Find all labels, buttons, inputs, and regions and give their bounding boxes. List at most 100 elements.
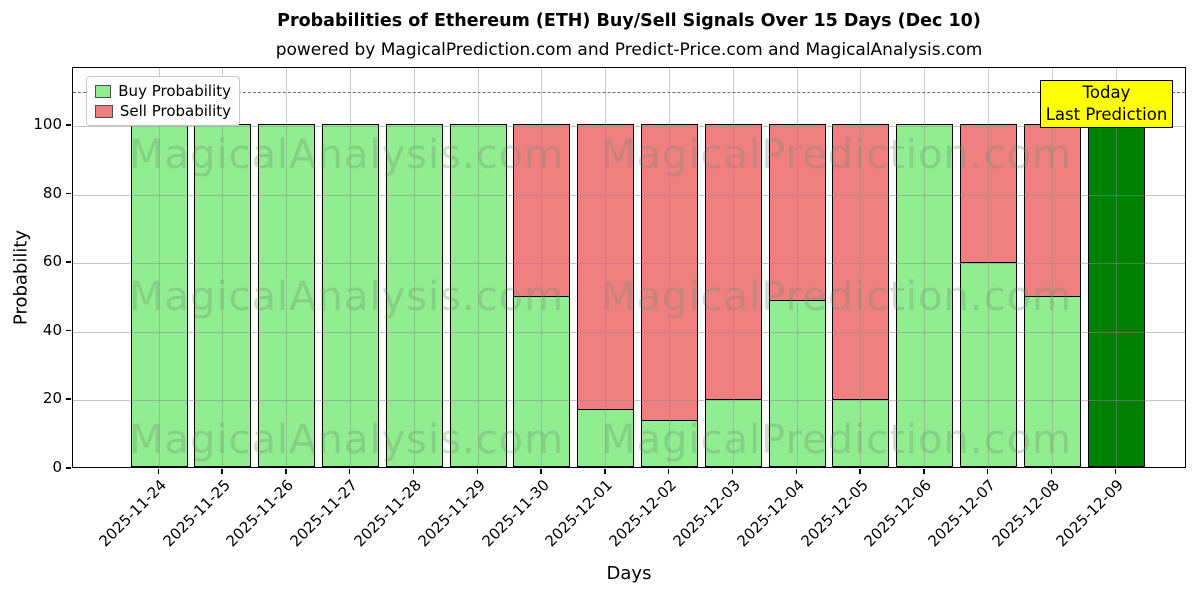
buy-bar-segment bbox=[768, 298, 826, 467]
v-gridline bbox=[286, 68, 288, 467]
buy-bar-segment bbox=[194, 124, 252, 467]
x-tick-label-text: 2025-11-24 bbox=[95, 476, 170, 551]
y-tick bbox=[66, 192, 71, 195]
buy-bar-segment bbox=[130, 124, 188, 467]
x-tick-label-text: 2025-11-29 bbox=[414, 476, 489, 551]
x-tick-label-text: 2025-11-27 bbox=[286, 476, 362, 551]
y-tick-label: 100 bbox=[33, 115, 62, 133]
sell-bar-segment bbox=[1023, 124, 1081, 298]
h-gridline bbox=[73, 126, 1185, 127]
x-tick-label-text: 2025-11-28 bbox=[350, 476, 425, 551]
x-tick bbox=[1050, 469, 1053, 474]
h-gridline bbox=[73, 263, 1185, 265]
v-gridline bbox=[605, 68, 607, 467]
buy-bar-segment bbox=[832, 398, 890, 467]
v-gridline bbox=[349, 68, 351, 467]
v-gridline bbox=[222, 68, 224, 467]
y-tick-label: 20 bbox=[42, 389, 62, 408]
watermark-text: MagicalPrediction.com bbox=[601, 132, 1072, 178]
v-gridline bbox=[987, 68, 989, 467]
h-gridline bbox=[73, 194, 1185, 196]
x-tick-label-text: 2025-12-06 bbox=[860, 476, 936, 551]
y-tick-label: 0 bbox=[52, 458, 62, 476]
sell-bar-segment bbox=[959, 124, 1017, 263]
dashed-threshold-line bbox=[73, 91, 1185, 93]
buy-bar-segment bbox=[258, 124, 316, 467]
legend-item-sell: Sell Probability bbox=[95, 102, 231, 120]
h-gridline bbox=[73, 400, 1185, 402]
legend: Buy Probability Sell Probability bbox=[86, 76, 240, 126]
buy-bar-segment bbox=[959, 261, 1017, 467]
buy-bar-segment bbox=[385, 124, 443, 467]
plot-area: MagicalAnalysis.com MagicalPrediction.com… bbox=[72, 67, 1186, 468]
x-tick-label-text: 2025-12-03 bbox=[669, 476, 744, 551]
v-gridline bbox=[477, 68, 479, 467]
x-tick-label-text: 2025-12-09 bbox=[1052, 476, 1127, 551]
x-tick-label-text: 2025-12-07 bbox=[924, 476, 1000, 551]
watermark-text: MagicalPrediction.com bbox=[601, 274, 1072, 320]
x-axis-label: Days bbox=[606, 563, 652, 584]
sell-bar-segment bbox=[577, 124, 635, 411]
watermark-text: MagicalAnalysis.com bbox=[129, 132, 565, 178]
legend-label-sell: Sell Probability bbox=[119, 102, 231, 120]
sell-bar-segment bbox=[832, 124, 890, 400]
x-tick bbox=[604, 469, 606, 474]
x-tick-label-text: 2025-11-30 bbox=[478, 476, 553, 551]
buy-bar-segment bbox=[896, 124, 954, 467]
sell-bar-segment bbox=[513, 124, 571, 298]
x-tick bbox=[412, 469, 415, 474]
v-gridline bbox=[668, 68, 670, 467]
x-tick bbox=[795, 469, 797, 474]
x-tick-label-text: 2025-12-05 bbox=[797, 476, 872, 551]
today-annotation-box: Today Last Prediction bbox=[1040, 80, 1173, 128]
buy-probability-swatch bbox=[95, 84, 112, 98]
x-tick-label-text: 2025-12-02 bbox=[605, 476, 681, 551]
chart-subtitle: powered by MagicalPrediction.com and Pre… bbox=[275, 40, 983, 60]
v-gridline bbox=[1051, 68, 1053, 467]
buy-bar-segment bbox=[640, 418, 698, 467]
y-tick-label: 40 bbox=[42, 320, 62, 339]
x-tick bbox=[986, 469, 989, 474]
sell-bar-segment bbox=[640, 124, 698, 421]
x-tick-label-text: 2025-11-25 bbox=[159, 476, 234, 551]
sell-bar-segment bbox=[768, 124, 826, 301]
x-tick-label-text: 2025-12-08 bbox=[988, 476, 1063, 551]
x-tick bbox=[1114, 469, 1116, 474]
x-tick-label-text: 2025-11-26 bbox=[222, 476, 298, 551]
today-annotation-line1: Today bbox=[1082, 83, 1131, 102]
v-gridline bbox=[732, 68, 734, 467]
v-gridline bbox=[924, 68, 926, 467]
x-tick bbox=[923, 469, 925, 474]
buy-bar-segment bbox=[513, 295, 571, 467]
y-tick-label: 80 bbox=[42, 183, 62, 202]
v-gridline bbox=[413, 68, 415, 467]
y-tick-label: 60 bbox=[42, 252, 62, 271]
legend-item-buy: Buy Probability bbox=[95, 82, 231, 100]
v-gridline bbox=[1115, 68, 1117, 467]
y-axis-label: Probability bbox=[10, 229, 32, 326]
y-tick bbox=[66, 329, 71, 332]
sell-bar-segment bbox=[704, 124, 762, 400]
chart-title: Probabilities of Ethereum (ETH) Buy/Sell… bbox=[277, 11, 981, 31]
x-tick bbox=[667, 469, 670, 474]
watermark-text: MagicalAnalysis.com bbox=[129, 417, 565, 463]
x-tick bbox=[476, 469, 478, 474]
x-tick bbox=[348, 469, 351, 474]
watermark-text: MagicalPrediction.com bbox=[601, 417, 1072, 463]
watermark-text: MagicalAnalysis.com bbox=[129, 274, 565, 320]
buy-bar-segment bbox=[449, 124, 507, 467]
buy-bar-segment bbox=[1023, 295, 1081, 467]
legend-label-buy: Buy Probability bbox=[118, 82, 231, 100]
v-gridline bbox=[860, 68, 862, 467]
x-tick bbox=[859, 469, 861, 474]
x-tick bbox=[540, 469, 542, 474]
today-annotation-line2: Last Prediction bbox=[1045, 105, 1168, 124]
x-tick bbox=[221, 469, 223, 474]
x-tick bbox=[157, 469, 159, 474]
y-tick bbox=[66, 261, 71, 263]
sell-probability-swatch bbox=[95, 104, 113, 118]
y-tick bbox=[66, 398, 71, 400]
x-tick-label-text: 2025-12-01 bbox=[541, 476, 617, 551]
h-gridline bbox=[73, 331, 1185, 333]
